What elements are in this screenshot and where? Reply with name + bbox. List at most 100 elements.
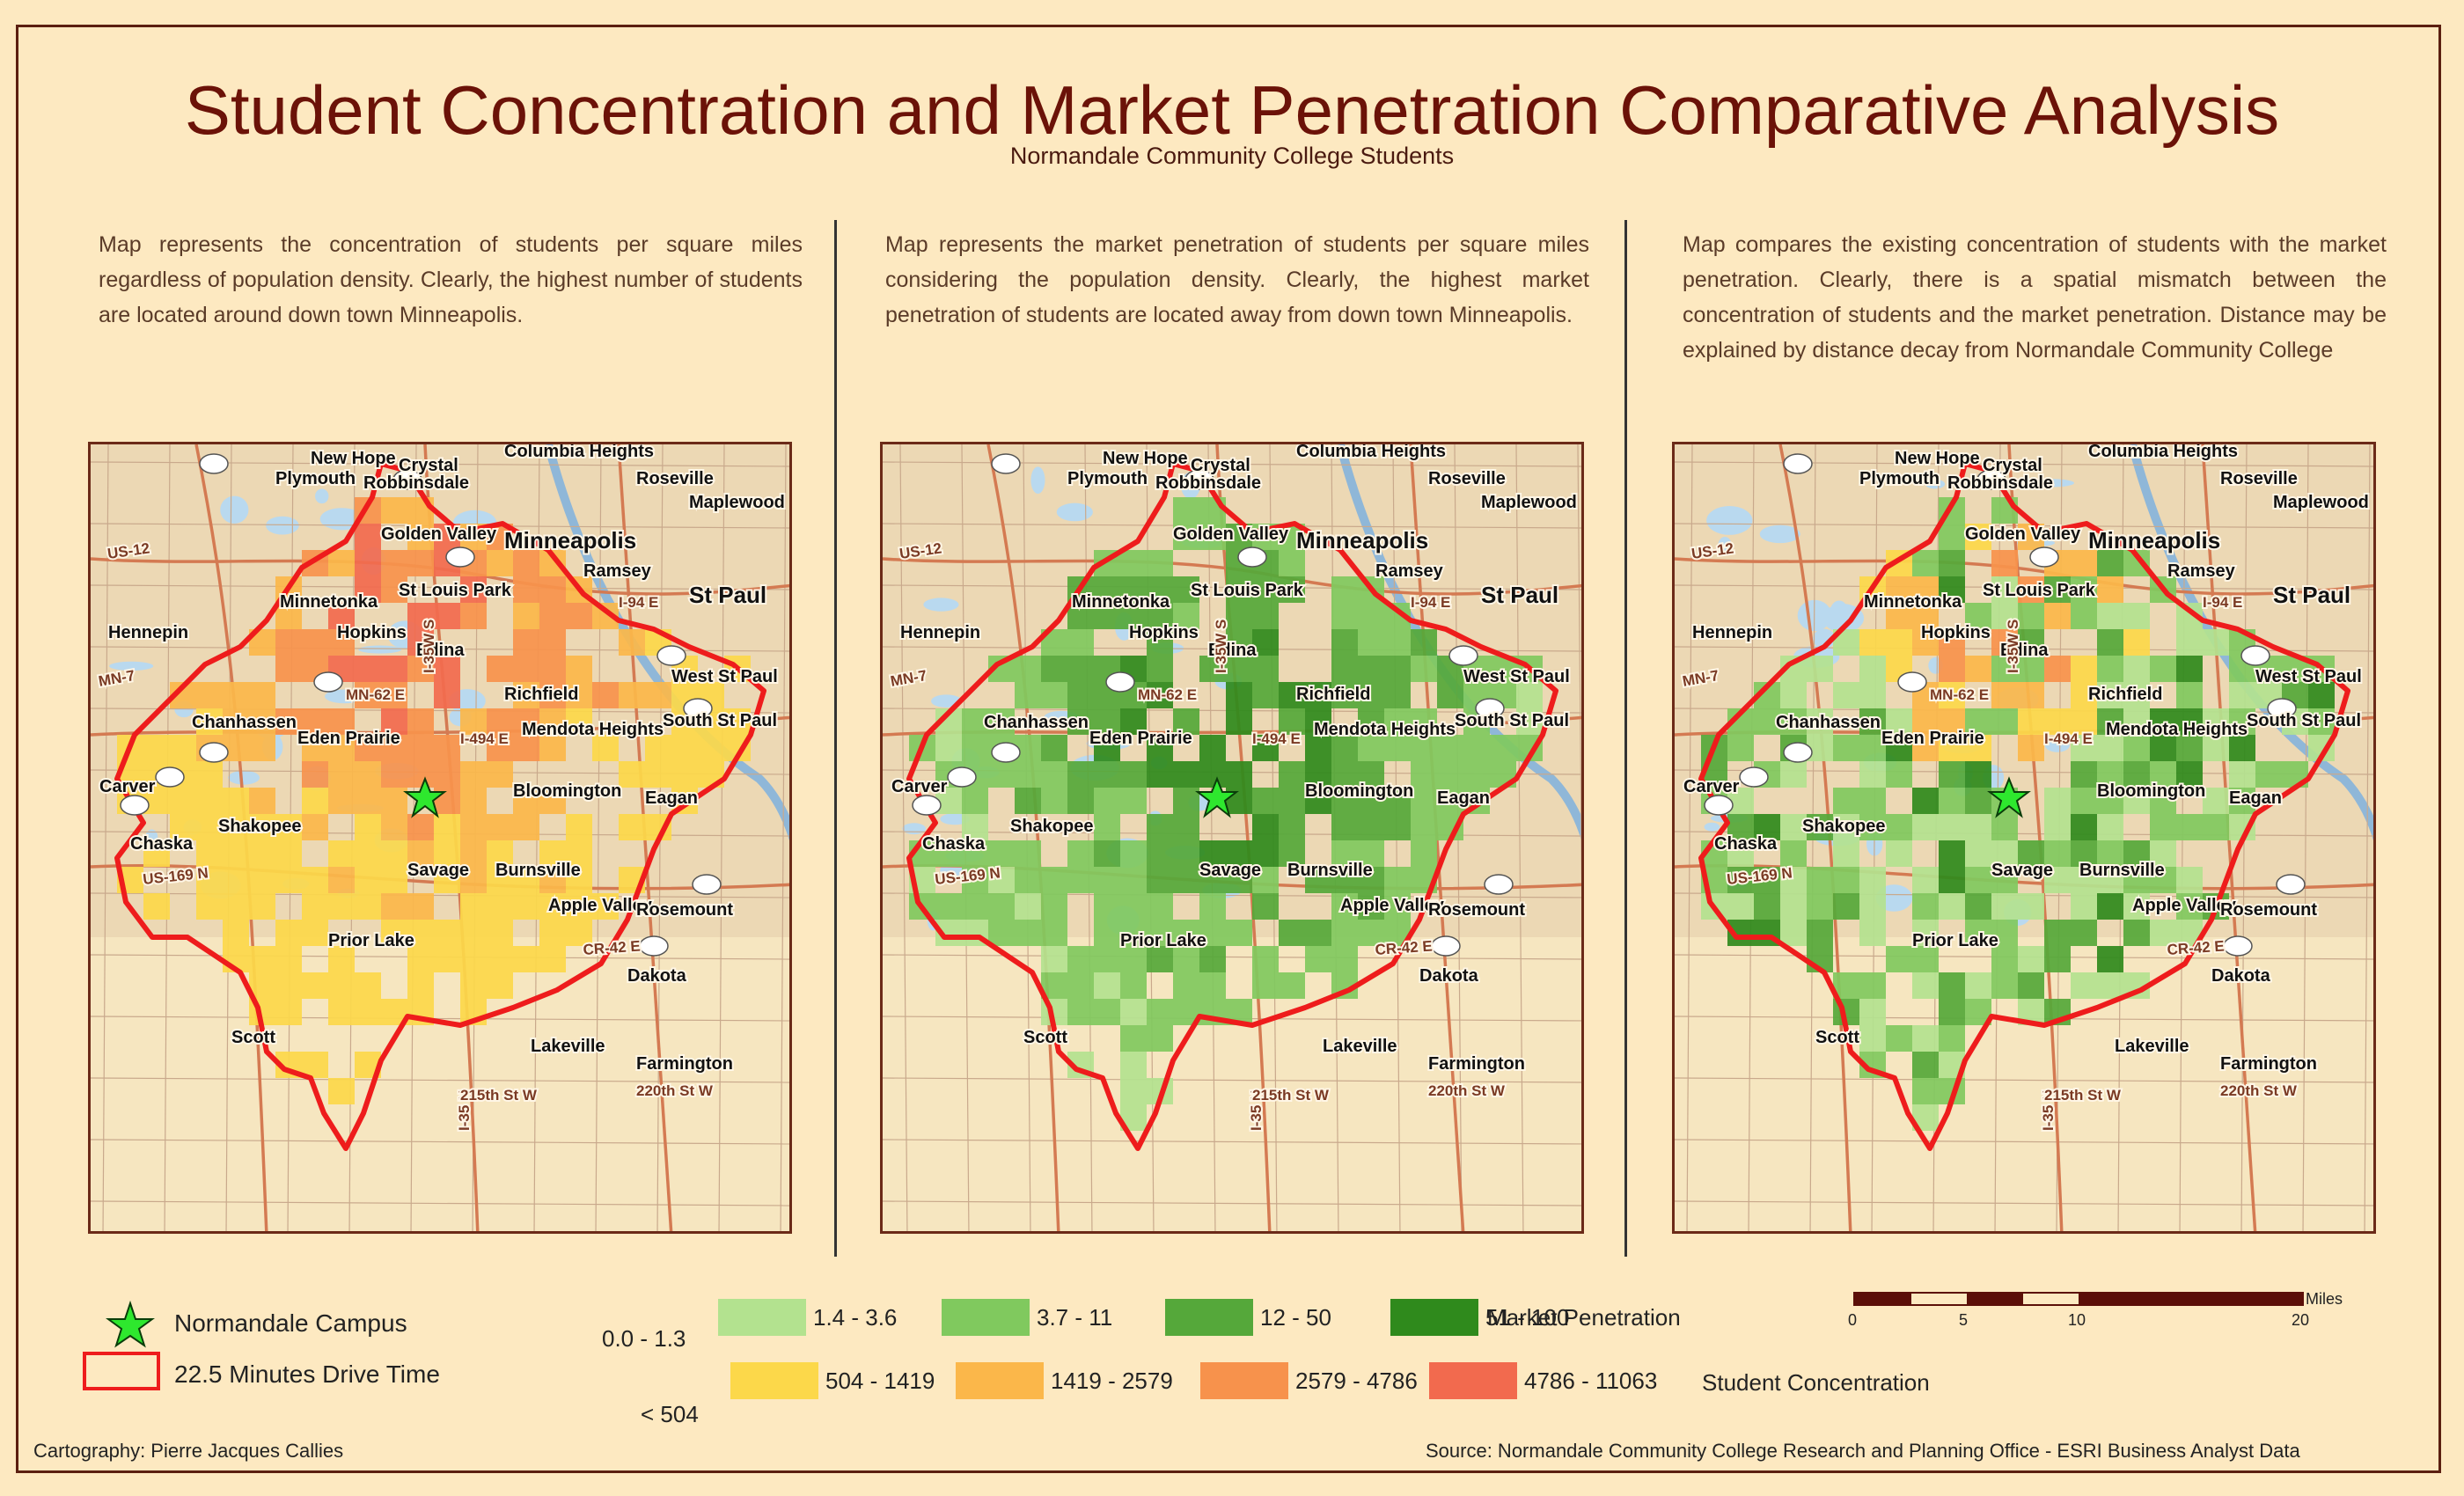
choropleth-cell bbox=[1490, 735, 1516, 761]
choropleth-cell bbox=[328, 999, 355, 1025]
choropleth-cell bbox=[988, 840, 1015, 867]
choropleth-cell bbox=[1173, 920, 1199, 946]
choropleth-cell bbox=[1807, 920, 1833, 946]
route-shield-icon bbox=[2267, 698, 2297, 719]
choropleth-cell bbox=[2044, 867, 2071, 893]
choropleth-cell bbox=[2044, 656, 2071, 682]
choropleth-cell bbox=[2044, 788, 2071, 814]
campus-star-icon bbox=[106, 1301, 155, 1348]
place-label-bloomington: Bloomington bbox=[2097, 781, 2205, 801]
choropleth-cell bbox=[2018, 576, 2044, 603]
place-label-carver: Carver bbox=[891, 777, 948, 796]
choropleth-cell bbox=[1279, 788, 1305, 814]
choropleth-cell bbox=[1886, 603, 1912, 629]
choropleth-cell bbox=[249, 840, 275, 867]
choropleth-cell bbox=[566, 840, 592, 867]
choropleth-cell bbox=[2150, 761, 2176, 788]
choropleth-cell bbox=[1305, 682, 1331, 708]
choropleth-cell bbox=[355, 735, 381, 761]
choropleth-cell bbox=[2176, 735, 2203, 761]
place-label-st-paul: St Paul bbox=[1481, 582, 1558, 608]
choropleth-cell bbox=[1939, 708, 1965, 735]
choropleth-cell bbox=[1120, 550, 1147, 576]
choropleth-cell bbox=[381, 761, 407, 788]
choropleth-cell bbox=[513, 656, 539, 682]
choropleth-cell bbox=[1358, 682, 1384, 708]
campus-star-icon bbox=[1195, 776, 1239, 818]
choropleth-cell bbox=[1199, 761, 1226, 788]
place-label-minnetonka: Minnetonka bbox=[1072, 592, 1170, 612]
choropleth-cell bbox=[1067, 761, 1094, 788]
choropleth-cell bbox=[302, 629, 328, 656]
choropleth-cell bbox=[1173, 814, 1199, 840]
choropleth-cell bbox=[460, 920, 487, 946]
mp-class-label-3: 12 - 50 bbox=[1260, 1304, 1331, 1331]
choropleth-cell bbox=[1833, 893, 1859, 920]
place-label-eagan: Eagan bbox=[1437, 788, 1490, 808]
choropleth-cell bbox=[407, 524, 434, 550]
lake bbox=[109, 661, 154, 671]
route-shield-icon bbox=[392, 469, 422, 490]
place-label-savage: Savage bbox=[1991, 861, 2053, 880]
choropleth-cell bbox=[1807, 867, 1833, 893]
choropleth-cell bbox=[1094, 867, 1120, 893]
map-market-penetration[interactable]: New Hope Crystal Plymouth Robbinsdale Columb… bbox=[880, 442, 1584, 1234]
choropleth-cell bbox=[302, 708, 328, 735]
place-label-chaska: Chaska bbox=[130, 834, 194, 854]
choropleth-cell bbox=[1939, 893, 1965, 920]
choropleth-cell bbox=[2071, 814, 2097, 840]
choropleth-cell bbox=[2097, 761, 2123, 788]
choropleth-cell bbox=[196, 682, 223, 708]
panel-3-description: Map compares the existing concentration … bbox=[1683, 232, 2387, 363]
choropleth-cell bbox=[1147, 946, 1173, 972]
choropleth-cell bbox=[1939, 761, 1965, 788]
choropleth-cell bbox=[1411, 840, 1437, 867]
drive-time-swatch bbox=[83, 1352, 160, 1390]
choropleth-cell bbox=[1147, 840, 1173, 867]
place-label-savage: Savage bbox=[407, 861, 469, 880]
choropleth-cell bbox=[698, 735, 724, 761]
choropleth-cell bbox=[1147, 735, 1173, 761]
choropleth-cell bbox=[355, 656, 381, 682]
choropleth-cell bbox=[2150, 708, 2176, 735]
place-label-chanhassen: Chanhassen bbox=[984, 713, 1089, 732]
scale-tick-10: 10 bbox=[2068, 1311, 2086, 1329]
route-shield-icon bbox=[199, 453, 229, 474]
choropleth-cell bbox=[1886, 761, 1912, 788]
choropleth-cell bbox=[328, 788, 355, 814]
choropleth-cell bbox=[1965, 735, 1991, 761]
choropleth-cell bbox=[1226, 682, 1252, 708]
place-label-rosemount: Rosemount bbox=[1428, 900, 1525, 920]
choropleth-cell bbox=[434, 761, 460, 788]
choropleth-cell bbox=[566, 682, 592, 708]
place-label-hopkins: Hopkins bbox=[1129, 623, 1199, 642]
choropleth-cell bbox=[1991, 629, 2018, 656]
choropleth-cell bbox=[407, 629, 434, 656]
choropleth-cell bbox=[355, 524, 381, 550]
choropleth-cell bbox=[2097, 814, 2123, 840]
place-label-robbinsdale: Robbinsdale bbox=[1947, 473, 2053, 493]
choropleth-cell bbox=[1754, 893, 1780, 920]
choropleth-cell bbox=[1859, 999, 1886, 1025]
choropleth-cell bbox=[460, 788, 487, 814]
choropleth-cell bbox=[1965, 814, 1991, 840]
road-label-st215: 215th St W bbox=[460, 1087, 538, 1104]
map-comparison[interactable]: New Hope Crystal Plymouth Robbinsdale Columb… bbox=[1672, 442, 2376, 1234]
map-student-concentration[interactable]: New Hope Crystal Plymouth Robbinsdale Columb… bbox=[88, 442, 792, 1234]
place-label-west-st-paul: West St Paul bbox=[1463, 667, 1570, 686]
place-label-edina: Edina bbox=[1208, 641, 1257, 660]
choropleth-cell bbox=[381, 550, 407, 576]
choropleth-cell bbox=[1120, 788, 1147, 814]
choropleth-cell bbox=[1305, 920, 1331, 946]
choropleth-cell bbox=[487, 761, 513, 788]
choropleth-cell bbox=[513, 735, 539, 761]
panel-2-description: Map represents the market penetration of… bbox=[885, 232, 1589, 327]
choropleth-cell bbox=[1147, 1025, 1173, 1052]
choropleth-cell bbox=[302, 761, 328, 788]
choropleth-cell bbox=[328, 840, 355, 867]
choropleth-cell bbox=[1094, 946, 1120, 972]
choropleth-cell bbox=[2018, 656, 2044, 682]
choropleth-cell bbox=[592, 682, 619, 708]
choropleth-cell bbox=[1305, 735, 1331, 761]
road-label-st215: 215th St W bbox=[2044, 1087, 2122, 1104]
